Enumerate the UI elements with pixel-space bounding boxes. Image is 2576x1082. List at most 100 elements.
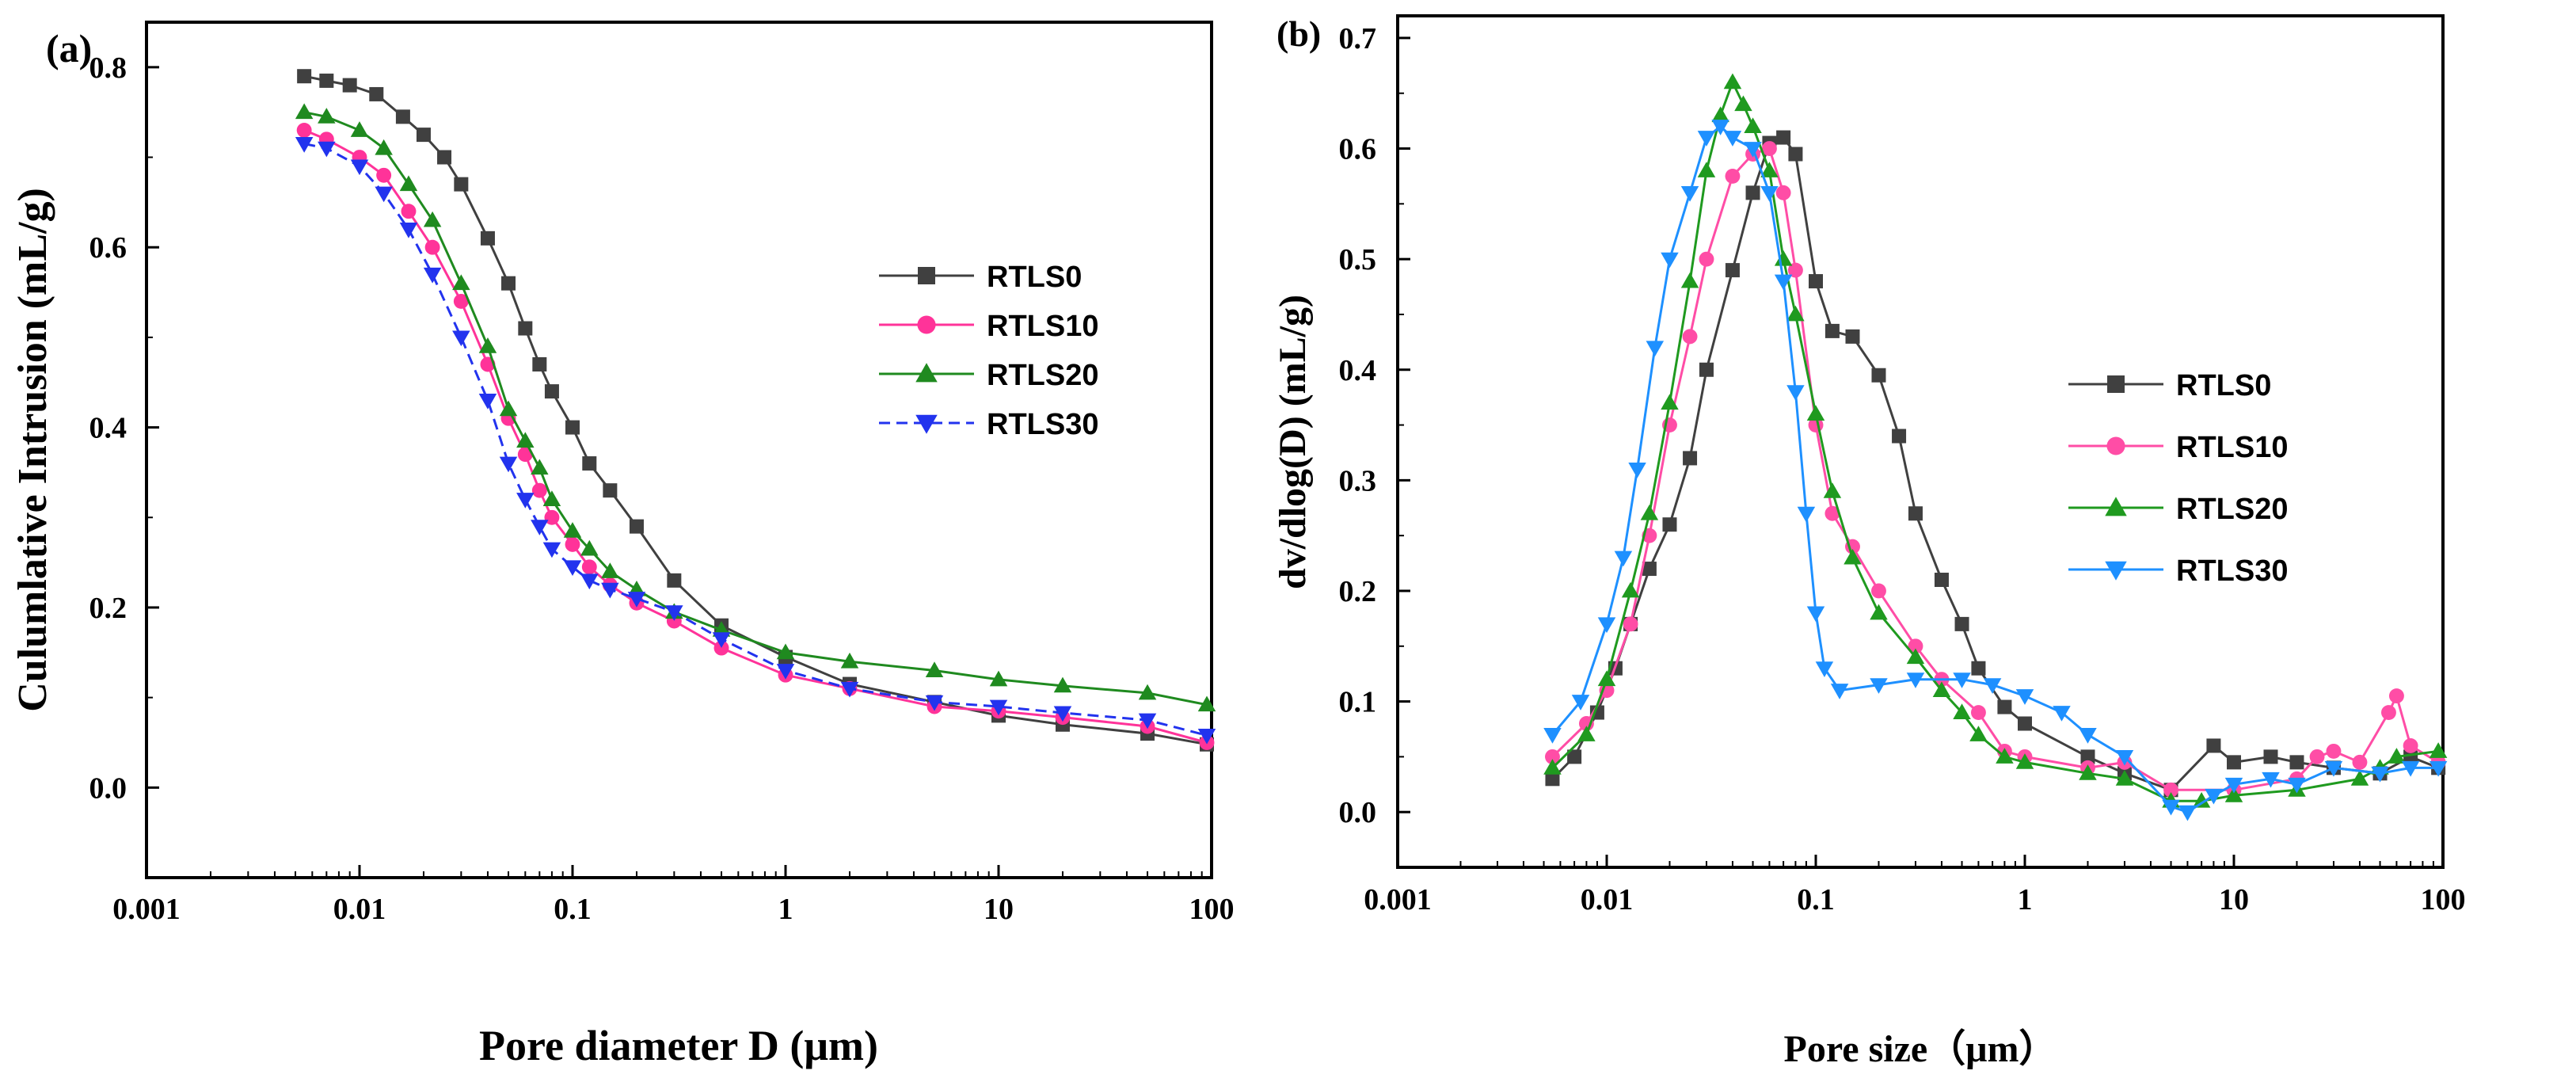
data-point-b-RTLS0: [1934, 573, 1949, 588]
data-point-b-RTLS20: [1906, 648, 1925, 665]
data-point-b-RTLS20: [1711, 106, 1729, 123]
legend-label-b-RTLS10: RTLS10: [2176, 431, 2288, 464]
data-point-a-RTLS20: [1138, 684, 1157, 700]
data-point-a-RTLS20: [542, 490, 561, 506]
x-tick-label-b-1: 0.01: [1581, 883, 1634, 916]
data-point-b-RTLS30: [1697, 131, 1716, 147]
data-point-b-RTLS20: [1621, 581, 1640, 598]
data-point-a-RTLS10: [424, 239, 440, 255]
y-tick-label-a-1: 0.2: [89, 592, 127, 625]
x-axis-title-a: Pore diameter D (μm): [479, 1022, 878, 1069]
data-point-a-RTLS30: [776, 664, 795, 680]
data-point-b-RTLS0: [1725, 263, 1740, 278]
legend-marker-a-RTLS30: [915, 414, 938, 434]
data-point-b-RTLS20: [2388, 748, 2406, 764]
data-point-b-RTLS30: [2205, 788, 2223, 805]
data-point-a-RTLS0: [297, 69, 312, 84]
x-tick-label-b-4: 10: [2219, 883, 2249, 916]
legend-marker-b-RTLS0: [2107, 375, 2125, 393]
data-point-b-RTLS20: [1870, 604, 1888, 620]
x-tick-label-a-4: 10: [984, 893, 1014, 926]
data-point-a-RTLS10: [453, 293, 469, 309]
data-point-b-RTLS20: [1734, 95, 1752, 112]
data-point-a-RTLS10: [581, 559, 597, 575]
data-point-a-RTLS0: [518, 321, 533, 336]
legend-marker-a-RTLS0: [918, 267, 935, 284]
data-point-b-RTLS30: [1661, 252, 1679, 269]
data-point-b-RTLS30: [1797, 506, 1816, 523]
data-point-b-RTLS10: [1871, 583, 1886, 599]
data-point-a-RTLS30: [516, 493, 535, 509]
data-point-b-RTLS30: [2015, 689, 2034, 705]
x-tick-label-b-3: 1: [2018, 883, 2033, 916]
data-point-a-RTLS30: [478, 394, 497, 410]
data-point-b-RTLS0: [1567, 749, 1582, 764]
data-point-b-RTLS20: [1744, 117, 1762, 134]
data-point-a-RTLS0: [454, 177, 469, 192]
data-point-a-RTLS0: [544, 384, 559, 399]
data-point-a-RTLS0: [603, 483, 618, 498]
y-axis-title-a: Culumlative Intrusion (mL/g): [10, 188, 55, 712]
data-point-b-RTLS20: [1597, 670, 1616, 687]
data-point-b-RTLS30: [1806, 606, 1825, 623]
data-point-a-RTLS0: [667, 573, 682, 588]
data-point-b-RTLS10: [2163, 782, 2178, 798]
data-point-b-RTLS10: [1682, 329, 1698, 345]
data-point-b-RTLS20: [1697, 162, 1716, 177]
data-point-b-RTLS10: [1699, 251, 1714, 267]
data-point-a-RTLS20: [1053, 676, 1072, 693]
data-point-b-RTLS30: [1774, 274, 1793, 291]
data-point-b-RTLS0: [2263, 749, 2278, 764]
data-point-a-RTLS20: [350, 121, 369, 137]
data-point-b-RTLS10: [2326, 743, 2342, 759]
data-point-b-RTLS10: [1761, 141, 1777, 156]
plot-frame-b: [1396, 14, 2445, 869]
data-point-b-RTLS20: [1640, 504, 1659, 520]
plot-frame-a: [145, 21, 1213, 879]
data-point-b-RTLS10: [1787, 262, 1803, 278]
data-point-b-RTLS10: [1775, 185, 1791, 200]
legend-label-a-RTLS0: RTLS0: [987, 261, 1082, 294]
data-point-b-RTLS30: [2224, 777, 2243, 794]
data-point-b-RTLS20: [1680, 272, 1699, 288]
data-point-b-RTLS0: [1699, 362, 1714, 377]
x-tick-label-a-1: 0.01: [333, 893, 386, 926]
data-point-a-RTLS20: [478, 337, 497, 353]
legend-marker-b-RTLS20: [2105, 497, 2127, 516]
data-point-a-RTLS10: [713, 640, 729, 656]
data-point-b-RTLS30: [1830, 684, 1849, 699]
series-a: [295, 69, 1216, 752]
data-point-a-RTLS10: [401, 204, 417, 219]
data-point-a-RTLS30: [423, 267, 442, 284]
data-point-b-RTLS20: [1969, 726, 1988, 741]
data-point-b-RTLS30: [1614, 551, 1633, 567]
data-point-a-RTLS30: [1138, 713, 1157, 730]
data-point-b-RTLS0: [1954, 616, 1969, 631]
data-point-a-RTLS10: [517, 447, 533, 463]
data-point-a-RTLS20: [375, 139, 393, 155]
x-tick-label-a-0: 0.001: [112, 893, 181, 926]
data-point-a-RTLS0: [395, 109, 410, 124]
data-point-a-RTLS0: [582, 456, 597, 471]
data-point-a-RTLS20: [499, 400, 518, 417]
data-point-a-RTLS0: [480, 230, 495, 246]
series-b-RTLS10: [1545, 141, 2446, 798]
legend-marker-a-RTLS10: [917, 315, 936, 334]
data-point-a-RTLS30: [318, 141, 336, 158]
data-point-b-RTLS0: [1745, 185, 1760, 200]
data-point-b-RTLS10: [2352, 754, 2368, 770]
data-point-b-RTLS0: [1845, 329, 1860, 344]
data-point-a-RTLS20: [989, 670, 1008, 687]
data-point-a-RTLS30: [375, 186, 393, 203]
data-point-b-RTLS0: [1662, 517, 1677, 532]
data-point-a-RTLS0: [565, 420, 580, 435]
data-point-b-RTLS0: [1642, 562, 1657, 577]
data-point-b-RTLS30: [1983, 678, 2002, 694]
data-point-b-RTLS0: [2018, 716, 2032, 731]
legend-marker-a-RTLS20: [915, 363, 938, 383]
data-point-b-RTLS30: [1597, 617, 1616, 634]
data-point-a-RTLS30: [452, 330, 470, 347]
data-point-a-RTLS30: [712, 632, 731, 648]
data-point-b-RTLS30: [2079, 728, 2097, 744]
data-point-b-RTLS0: [1825, 323, 1840, 338]
